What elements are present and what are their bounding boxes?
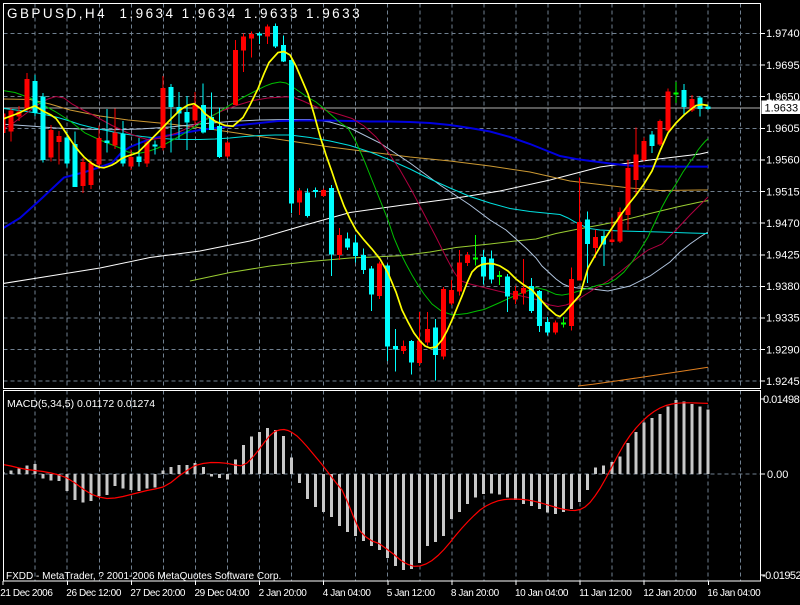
- svg-text:12 Jan 20:00: 12 Jan 20:00: [643, 588, 697, 599]
- svg-text:1.9740: 1.9740: [766, 28, 800, 40]
- svg-text:1.9605: 1.9605: [766, 123, 800, 135]
- svg-text:1.9515: 1.9515: [766, 186, 800, 198]
- svg-text:16 Jan 04:00: 16 Jan 04:00: [707, 588, 761, 599]
- svg-text:1.9290: 1.9290: [766, 344, 800, 356]
- svg-text:2 Jan 20:00: 2 Jan 20:00: [259, 588, 308, 599]
- svg-text:1.9380: 1.9380: [766, 281, 800, 293]
- svg-text:29 Dec 04:00: 29 Dec 04:00: [195, 588, 251, 599]
- svg-text:4 Jan 04:00: 4 Jan 04:00: [323, 588, 372, 599]
- svg-text:1.9335: 1.9335: [766, 313, 800, 325]
- svg-text:5 Jan 12:00: 5 Jan 12:00: [387, 588, 436, 599]
- svg-text:1.9560: 1.9560: [766, 155, 800, 167]
- svg-text:1.9633: 1.9633: [765, 103, 799, 115]
- svg-text:0.00: 0.00: [767, 469, 788, 481]
- svg-text:1.9245: 1.9245: [766, 376, 800, 388]
- svg-text:27 Dec 20:00: 27 Dec 20:00: [130, 588, 186, 599]
- svg-text:0.01498: 0.01498: [763, 394, 800, 406]
- svg-text:26 Dec 12:00: 26 Dec 12:00: [66, 588, 122, 599]
- svg-text:21 Dec 2006: 21 Dec 2006: [0, 588, 53, 599]
- svg-text:-0.01952: -0.01952: [762, 570, 800, 582]
- svg-text:1.9695: 1.9695: [766, 60, 800, 72]
- svg-text:8 Jan 20:00: 8 Jan 20:00: [451, 588, 500, 599]
- svg-text:FXDD - MetaTrader, ? 2001-2006: FXDD - MetaTrader, ? 2001-2006 MetaQuote…: [6, 571, 281, 582]
- svg-text:1.9470: 1.9470: [766, 218, 800, 230]
- svg-text:10 Jan 04:00: 10 Jan 04:00: [515, 588, 569, 599]
- svg-text:1.9425: 1.9425: [766, 250, 800, 262]
- svg-text:GBPUSD,H4 1.9634 1.9634 1.963: GBPUSD,H4 1.9634 1.9634 1.9633 1.9633: [7, 6, 362, 21]
- svg-text:11 Jan 12:00: 11 Jan 12:00: [579, 588, 632, 599]
- svg-text:MACD(5,34,5) 0.01172 0.01274: MACD(5,34,5) 0.01172 0.01274: [7, 398, 155, 410]
